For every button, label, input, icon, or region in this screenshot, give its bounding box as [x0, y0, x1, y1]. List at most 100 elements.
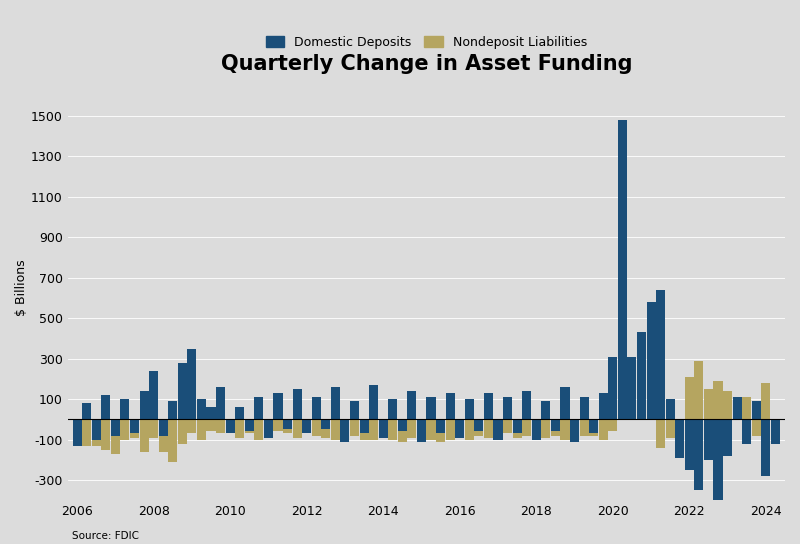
Bar	[158, 419, 168, 436]
Bar	[274, 393, 282, 419]
Bar	[369, 419, 378, 440]
Bar	[694, 361, 703, 419]
Bar	[120, 399, 130, 419]
Bar	[714, 419, 722, 504]
Bar	[216, 387, 225, 419]
Bar	[608, 357, 618, 419]
Text: Source: FDIC: Source: FDIC	[72, 530, 139, 541]
Bar	[455, 419, 464, 436]
Bar	[656, 290, 665, 419]
Bar	[426, 419, 435, 440]
Bar	[158, 419, 168, 452]
Bar	[618, 120, 627, 419]
Bar	[598, 419, 608, 440]
Bar	[474, 419, 483, 436]
Bar	[216, 419, 225, 434]
Bar	[532, 419, 541, 440]
Bar	[398, 419, 407, 431]
Bar	[685, 419, 694, 470]
Bar	[178, 419, 187, 443]
Bar	[340, 419, 350, 436]
Bar	[579, 419, 589, 436]
Bar	[130, 419, 139, 437]
Bar	[426, 397, 435, 419]
Bar	[637, 401, 646, 419]
Bar	[407, 419, 417, 437]
Bar	[322, 419, 330, 429]
Bar	[627, 357, 637, 419]
Bar	[139, 419, 149, 452]
Bar	[589, 419, 598, 434]
Bar	[685, 377, 694, 419]
Bar	[646, 403, 656, 419]
Bar	[723, 391, 732, 419]
Bar	[417, 419, 426, 442]
Bar	[637, 332, 646, 419]
Bar	[561, 387, 570, 419]
Bar	[436, 419, 445, 442]
Bar	[264, 419, 273, 437]
Bar	[254, 419, 263, 440]
Bar	[494, 419, 502, 436]
Bar	[704, 389, 713, 419]
Bar	[694, 419, 703, 490]
Bar	[350, 419, 359, 436]
Bar	[551, 419, 560, 431]
Bar	[446, 419, 454, 440]
Bar	[102, 419, 110, 450]
Bar	[149, 371, 158, 419]
Bar	[771, 419, 780, 437]
Bar	[666, 399, 674, 419]
Bar	[73, 419, 82, 437]
Bar	[82, 403, 91, 419]
Bar	[226, 419, 234, 431]
Bar	[73, 419, 82, 446]
Legend: Domestic Deposits, Nondeposit Liabilities: Domestic Deposits, Nondeposit Liabilitie…	[261, 30, 592, 54]
Bar	[484, 419, 493, 437]
Bar	[752, 401, 761, 419]
Bar	[388, 419, 398, 440]
Bar	[206, 407, 215, 419]
Bar	[388, 399, 398, 419]
Bar	[350, 401, 359, 419]
Bar	[733, 397, 742, 419]
Bar	[579, 397, 589, 419]
Bar	[245, 419, 254, 431]
Bar	[149, 419, 158, 437]
Bar	[168, 401, 178, 419]
Bar	[206, 419, 215, 431]
Bar	[331, 387, 340, 419]
Bar	[235, 419, 244, 437]
Bar	[283, 419, 292, 434]
Bar	[92, 419, 101, 446]
Bar	[570, 419, 579, 442]
Bar	[522, 391, 531, 419]
Bar	[646, 302, 656, 419]
Bar	[561, 419, 570, 440]
Bar	[111, 419, 120, 454]
Bar	[293, 389, 302, 419]
Bar	[484, 393, 493, 419]
Bar	[675, 419, 684, 458]
Bar	[771, 419, 780, 443]
Bar	[120, 419, 130, 440]
Bar	[742, 397, 751, 419]
Bar	[762, 419, 770, 476]
Bar	[254, 397, 263, 419]
Bar	[378, 419, 388, 437]
Bar	[398, 419, 407, 442]
Bar	[723, 419, 732, 456]
Bar	[436, 419, 445, 434]
Bar	[675, 419, 684, 458]
Bar	[187, 419, 197, 434]
Bar	[82, 419, 91, 446]
Bar	[762, 383, 770, 419]
Bar	[92, 419, 101, 440]
Bar	[407, 391, 417, 419]
Bar	[139, 391, 149, 419]
Bar	[503, 419, 512, 434]
Bar	[235, 407, 244, 419]
Bar	[417, 419, 426, 442]
Bar	[714, 381, 722, 419]
Bar	[494, 419, 502, 440]
